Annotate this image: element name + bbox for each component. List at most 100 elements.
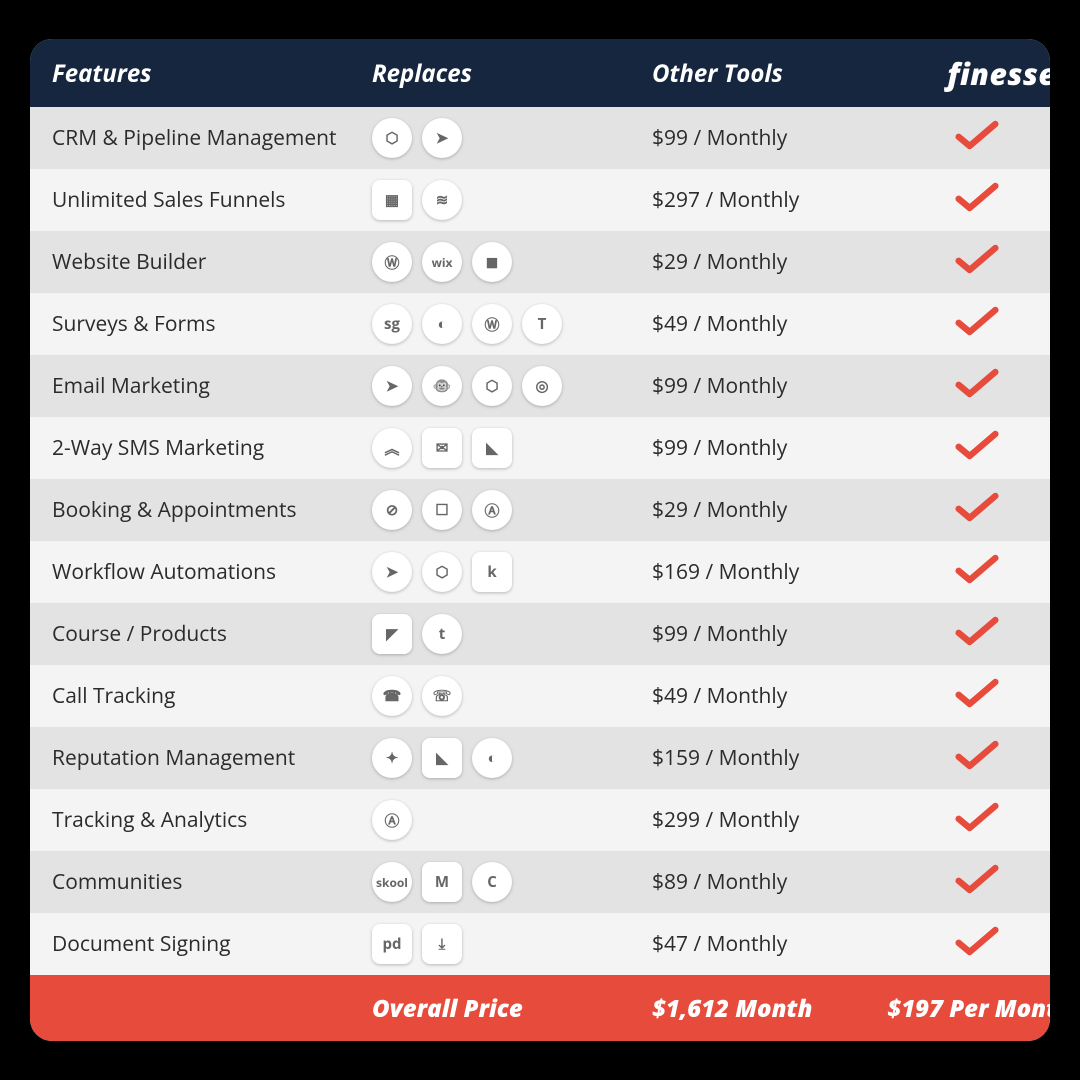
included-check-icon <box>882 863 1050 902</box>
feature-label: CRM & Pipeline Management <box>52 124 372 152</box>
included-check-icon <box>882 553 1050 592</box>
feature-label: Surveys & Forms <box>52 310 372 338</box>
replaces-icons: Ⓦwix◼ <box>372 242 652 282</box>
tool-icon: Ⓦ <box>472 304 512 344</box>
tool-icon: Ⓦ <box>372 242 412 282</box>
other-tools-price: $47 / Monthly <box>652 930 882 958</box>
tool-icon: skool <box>372 862 412 902</box>
feature-label: Document Signing <box>52 930 372 958</box>
feature-label: Tracking & Analytics <box>52 806 372 834</box>
brand-text: finesse <box>947 53 1050 94</box>
tool-icon: ◼ <box>472 242 512 282</box>
included-check-icon <box>882 491 1050 530</box>
included-check-icon <box>882 739 1050 778</box>
included-check-icon <box>882 243 1050 282</box>
replaces-icons: ➤⬡k <box>372 552 652 592</box>
feature-label: Course / Products <box>52 620 372 648</box>
table-row: Tracking & AnalyticsⒶ $299 / Monthly <box>30 789 1050 851</box>
tool-icon: ☏ <box>422 676 462 716</box>
tool-icon: ☐ <box>422 490 462 530</box>
included-check-icon <box>882 119 1050 158</box>
other-tools-price: $29 / Monthly <box>652 496 882 524</box>
header-othertools: Other Tools <box>652 57 882 90</box>
feature-label: Website Builder <box>52 248 372 276</box>
table-row: CRM & Pipeline Management⬡➤$99 / Monthly <box>30 107 1050 169</box>
comparison-table: Features Replaces Other Tools finesse. ♥… <box>30 39 1050 1041</box>
tool-icon: ︽ <box>372 428 412 468</box>
tool-icon: T <box>522 304 562 344</box>
table-footer: Overall Price $1,612 Month $197 Per Mont… <box>30 975 1050 1041</box>
table-row: Website BuilderⓌwix◼$29 / Monthly <box>30 231 1050 293</box>
tool-icon: ☎ <box>372 676 412 716</box>
tool-icon: Ⓐ <box>372 800 412 840</box>
tool-icon: M <box>422 862 462 902</box>
tool-icon: ◎ <box>522 366 562 406</box>
feature-label: 2-Way SMS Marketing <box>52 434 372 462</box>
footer-our-price: $197 Per Month <box>882 992 1050 1025</box>
feature-label: Email Marketing <box>52 372 372 400</box>
table-row: Booking & Appointments⊘☐Ⓐ$29 / Monthly <box>30 479 1050 541</box>
tool-icon: ➤ <box>372 366 412 406</box>
other-tools-price: $49 / Monthly <box>652 310 882 338</box>
other-tools-price: $299 / Monthly <box>652 806 882 834</box>
replaces-icons: ︽✉◣ <box>372 428 652 468</box>
header-replaces: Replaces <box>372 57 652 90</box>
tool-icon: ✦ <box>372 738 412 778</box>
feature-label: Call Tracking <box>52 682 372 710</box>
replaces-icons: ➤🐵⬡◎ <box>372 366 652 406</box>
tool-icon: ⊘ <box>372 490 412 530</box>
table-row: Unlimited Sales Funnels▦≋$297 / Monthly <box>30 169 1050 231</box>
tool-icon: 🐵 <box>422 366 462 406</box>
other-tools-price: $159 / Monthly <box>652 744 882 772</box>
other-tools-price: $169 / Monthly <box>652 558 882 586</box>
replaces-icons: ⊘☐Ⓐ <box>372 490 652 530</box>
tool-icon: ▦ <box>372 180 412 220</box>
tool-icon: ➤ <box>422 118 462 158</box>
other-tools-price: $99 / Monthly <box>652 434 882 462</box>
tool-icon: k <box>472 552 512 592</box>
feature-label: Reputation Management <box>52 744 372 772</box>
table-row: Call Tracking☎☏$49 / Monthly <box>30 665 1050 727</box>
tool-icon: ◣ <box>472 428 512 468</box>
other-tools-price: $99 / Monthly <box>652 124 882 152</box>
included-check-icon <box>882 305 1050 344</box>
other-tools-price: $99 / Monthly <box>652 620 882 648</box>
tool-icon: ✉ <box>422 428 462 468</box>
included-check-icon <box>882 677 1050 716</box>
replaces-icons: Ⓐ <box>372 800 652 840</box>
table-row: CommunitiesskoolMC$89 / Monthly <box>30 851 1050 913</box>
tool-icon: ⬡ <box>472 366 512 406</box>
feature-label: Communities <box>52 868 372 896</box>
feature-label: Booking & Appointments <box>52 496 372 524</box>
tool-icon: ➤ <box>372 552 412 592</box>
tool-icon: ⤓ <box>422 924 462 964</box>
footer-label: Overall Price <box>372 992 652 1025</box>
other-tools-price: $49 / Monthly <box>652 682 882 710</box>
tool-icon: ≋ <box>422 180 462 220</box>
tool-icon: wix <box>422 242 462 282</box>
other-tools-price: $29 / Monthly <box>652 248 882 276</box>
tool-icon: sg <box>372 304 412 344</box>
tool-icon: pd <box>372 924 412 964</box>
table-body: CRM & Pipeline Management⬡➤$99 / Monthly… <box>30 107 1050 975</box>
included-check-icon <box>882 615 1050 654</box>
table-row: 2-Way SMS Marketing︽✉◣$99 / Monthly <box>30 417 1050 479</box>
replaces-icons: ☎☏ <box>372 676 652 716</box>
replaces-icons: ⬡➤ <box>372 118 652 158</box>
tool-icon: ◣ <box>422 738 462 778</box>
replaces-icons: sg◐ⓌT <box>372 304 652 344</box>
replaces-icons: ✦◣◐ <box>372 738 652 778</box>
table-row: Email Marketing➤🐵⬡◎$99 / Monthly <box>30 355 1050 417</box>
tool-icon: ◐ <box>422 304 462 344</box>
brand-logo: finesse. ♥ <box>882 53 1050 94</box>
table-header: Features Replaces Other Tools finesse. ♥ <box>30 39 1050 107</box>
feature-label: Unlimited Sales Funnels <box>52 186 372 214</box>
table-row: Workflow Automations➤⬡k$169 / Monthly <box>30 541 1050 603</box>
tool-icon: ⬡ <box>372 118 412 158</box>
replaces-icons: pd⤓ <box>372 924 652 964</box>
replaces-icons: ◤t <box>372 614 652 654</box>
replaces-icons: ▦≋ <box>372 180 652 220</box>
feature-label: Workflow Automations <box>52 558 372 586</box>
included-check-icon <box>882 429 1050 468</box>
tool-icon: Ⓐ <box>472 490 512 530</box>
